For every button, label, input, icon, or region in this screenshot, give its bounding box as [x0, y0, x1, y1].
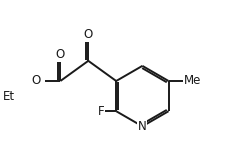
Text: N: N [138, 120, 147, 133]
Text: O: O [84, 28, 93, 41]
Text: O: O [56, 48, 65, 61]
Text: Me: Me [184, 75, 201, 87]
Text: Et: Et [3, 90, 15, 103]
Text: F: F [97, 105, 104, 118]
Text: O: O [31, 75, 40, 87]
